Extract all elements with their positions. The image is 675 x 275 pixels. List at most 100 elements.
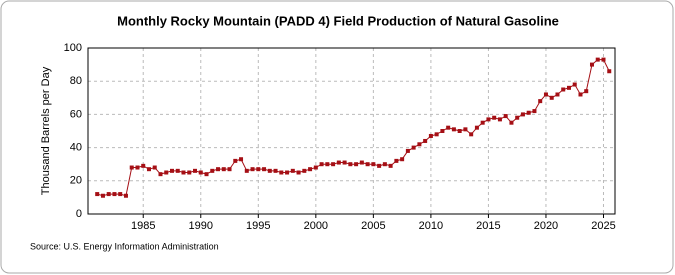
point	[543, 92, 548, 97]
point	[135, 165, 140, 170]
point	[572, 82, 577, 87]
point	[595, 57, 600, 62]
x-tick-label: 2000	[304, 220, 328, 232]
x-tick-label: 2015	[476, 220, 500, 232]
y-tick-label: 0	[76, 208, 82, 220]
point	[417, 142, 422, 147]
point	[325, 162, 330, 167]
point	[169, 168, 174, 173]
point	[239, 157, 244, 162]
point	[359, 160, 364, 165]
point	[405, 148, 410, 153]
point	[308, 167, 313, 172]
point	[216, 167, 221, 172]
chart-title: Monthly Rocky Mountain (PADD 4) Field Pr…	[117, 13, 559, 28]
point	[584, 89, 589, 94]
point	[566, 85, 571, 90]
point	[250, 167, 255, 172]
point	[394, 158, 399, 163]
point	[457, 129, 462, 133]
point	[549, 95, 554, 100]
point	[256, 167, 261, 172]
point	[423, 138, 428, 143]
point	[532, 109, 537, 114]
point	[100, 193, 105, 198]
point	[440, 129, 445, 133]
point	[486, 117, 491, 122]
y-tick-label: 100	[64, 42, 82, 54]
point	[141, 163, 146, 168]
x-tick-label: 2025	[591, 220, 615, 232]
point	[198, 170, 203, 175]
point	[474, 125, 479, 130]
point	[451, 127, 456, 132]
point	[601, 57, 606, 62]
point	[129, 165, 134, 170]
point	[296, 170, 301, 175]
point	[158, 172, 163, 177]
x-tick-label: 1985	[131, 220, 155, 232]
point	[273, 168, 278, 173]
point	[509, 120, 514, 125]
point	[106, 192, 111, 197]
point	[181, 170, 186, 175]
point	[503, 114, 508, 119]
point	[607, 69, 612, 74]
point	[267, 168, 272, 173]
point	[319, 162, 324, 167]
y-tick-label: 20	[70, 175, 82, 187]
x-tick-label: 1990	[189, 220, 213, 232]
plot-area	[87, 47, 616, 215]
point	[164, 170, 169, 175]
point	[290, 168, 295, 173]
point	[123, 193, 128, 198]
point	[313, 165, 318, 170]
point	[233, 158, 238, 163]
point	[446, 125, 451, 130]
point	[302, 168, 307, 173]
source-note: Source: U.S. Energy Information Administ…	[30, 241, 219, 251]
point	[221, 167, 226, 172]
point	[227, 167, 232, 172]
x-tick-label: 2010	[419, 220, 443, 232]
point	[377, 163, 382, 168]
point	[152, 165, 157, 170]
point	[336, 160, 341, 165]
x-tick-label: 1995	[246, 220, 270, 232]
point	[354, 162, 359, 167]
point	[411, 145, 416, 150]
point	[118, 192, 123, 197]
point	[279, 170, 284, 175]
point	[526, 110, 531, 115]
y-axis-label: Thousand Barrels per Day	[40, 66, 52, 195]
y-tick-label: 80	[70, 75, 82, 87]
point	[515, 115, 520, 120]
point	[244, 168, 249, 173]
point	[112, 192, 117, 197]
point	[561, 87, 566, 92]
point	[463, 127, 468, 132]
point	[210, 168, 215, 173]
x-tick-label: 2005	[361, 220, 385, 232]
point	[382, 162, 387, 167]
point	[342, 160, 347, 165]
point	[434, 132, 439, 137]
point	[371, 162, 376, 167]
point	[428, 133, 433, 138]
point	[469, 132, 474, 137]
point	[492, 115, 497, 120]
point	[193, 168, 198, 173]
point	[95, 192, 100, 197]
point	[187, 170, 192, 175]
point	[480, 120, 485, 125]
point	[331, 162, 336, 167]
x-tick-label: 2020	[534, 220, 558, 232]
point	[175, 168, 180, 173]
point	[578, 92, 583, 97]
point	[497, 117, 502, 122]
point	[555, 92, 560, 97]
point	[285, 170, 290, 175]
point	[365, 162, 370, 167]
